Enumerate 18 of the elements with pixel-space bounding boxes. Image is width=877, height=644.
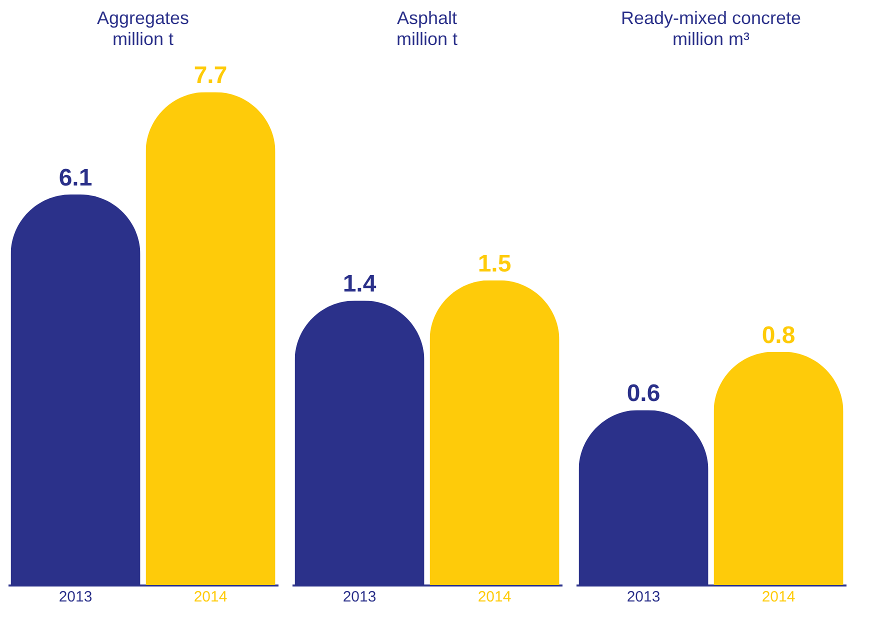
data-label: 0.8	[762, 322, 796, 349]
chart-subtitle: million t	[396, 29, 458, 49]
chart-subtitle: million t	[112, 29, 174, 49]
x-tick-label: 2013	[626, 588, 660, 606]
x-tick-label: 2014	[478, 588, 512, 606]
chart-title: Ready-mixed concrete	[620, 8, 802, 28]
chart-title: Aggregates	[96, 8, 190, 28]
data-label: 1.5	[478, 250, 512, 278]
x-tick-label: 2014	[194, 588, 228, 606]
data-label: 0.6	[626, 380, 660, 408]
chart-title: Asphalt	[396, 8, 458, 28]
x-tick-label: 2014	[762, 588, 796, 606]
data-label: 1.4	[342, 270, 377, 298]
x-tick-label: 2013	[58, 588, 92, 606]
data-label: 7.7	[194, 62, 228, 90]
chart-subtitle: million m³	[672, 29, 750, 49]
data-label: 6.1	[58, 164, 92, 192]
x-tick-label: 2013	[342, 588, 376, 606]
